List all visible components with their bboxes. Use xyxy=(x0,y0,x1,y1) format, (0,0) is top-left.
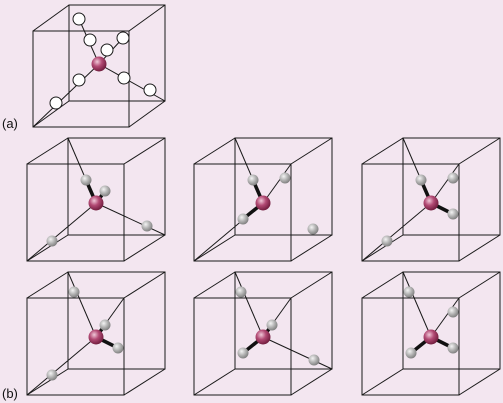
occupied-site xyxy=(307,223,319,235)
open-site xyxy=(143,83,157,97)
open-sites-a xyxy=(49,12,157,110)
occupied-site xyxy=(447,208,459,220)
occupied-site xyxy=(99,319,111,331)
configuration-3 xyxy=(361,137,501,262)
cube-a xyxy=(32,4,166,128)
panel-label-b: (b) xyxy=(2,386,18,401)
open-site xyxy=(72,73,86,87)
occupied-site xyxy=(279,172,291,184)
center-atom xyxy=(88,195,104,211)
occupied-site xyxy=(237,347,249,359)
occupied-site xyxy=(405,347,417,359)
occupied-site xyxy=(447,342,459,354)
occupied-site xyxy=(68,286,80,298)
configuration-5 xyxy=(193,271,333,396)
occupied-site xyxy=(112,342,124,354)
open-site xyxy=(72,12,86,26)
center-atom xyxy=(255,195,271,211)
open-site xyxy=(83,33,97,47)
occupied-site xyxy=(447,306,459,318)
occupied-site xyxy=(381,235,393,247)
occupied-site xyxy=(237,213,249,225)
panel-b xyxy=(26,137,501,396)
occupied-site xyxy=(99,185,111,197)
occupied-site xyxy=(403,286,415,298)
center-atom xyxy=(91,56,107,72)
occupied-site xyxy=(308,354,320,366)
occupied-site xyxy=(46,235,58,247)
open-site xyxy=(117,71,131,85)
occupied-site xyxy=(266,319,278,331)
center-atom xyxy=(88,329,104,345)
open-site xyxy=(116,31,130,45)
occupied-site xyxy=(447,172,459,184)
panel-a xyxy=(32,4,166,128)
open-site xyxy=(49,96,63,110)
center-atom xyxy=(423,195,439,211)
center-atom xyxy=(423,329,439,345)
occupied-site xyxy=(46,369,58,381)
occupied-site xyxy=(80,174,92,186)
occupied-site xyxy=(247,174,259,186)
bonds-a xyxy=(32,18,166,128)
occupied-site xyxy=(415,174,427,186)
occupied-site xyxy=(141,220,153,232)
configuration-2 xyxy=(193,137,333,262)
open-site xyxy=(100,43,114,57)
configuration-4 xyxy=(26,271,166,396)
panel-label-a: (a) xyxy=(2,116,18,131)
occupied-site xyxy=(235,286,247,298)
configuration-1 xyxy=(26,137,166,262)
center-atom xyxy=(255,329,271,345)
configuration-6 xyxy=(361,271,501,396)
